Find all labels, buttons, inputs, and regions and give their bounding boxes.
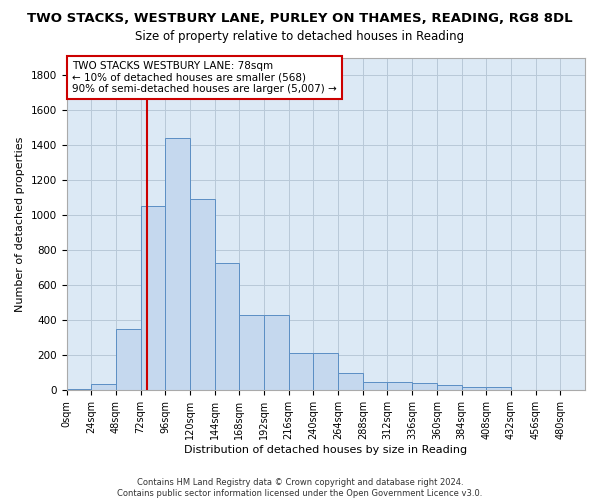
Bar xyxy=(461,387,486,390)
Bar xyxy=(239,315,264,390)
Bar xyxy=(215,262,239,390)
Bar xyxy=(313,353,338,391)
Bar xyxy=(437,385,461,390)
Bar xyxy=(190,200,215,390)
Bar xyxy=(388,382,412,390)
Bar xyxy=(412,384,437,390)
Bar xyxy=(338,373,363,390)
Bar xyxy=(67,388,91,390)
X-axis label: Distribution of detached houses by size in Reading: Distribution of detached houses by size … xyxy=(184,445,467,455)
Bar xyxy=(486,387,511,390)
Y-axis label: Number of detached properties: Number of detached properties xyxy=(15,136,25,312)
Bar xyxy=(363,382,388,390)
Text: TWO STACKS, WESTBURY LANE, PURLEY ON THAMES, READING, RG8 8DL: TWO STACKS, WESTBURY LANE, PURLEY ON THA… xyxy=(27,12,573,26)
Text: TWO STACKS WESTBURY LANE: 78sqm
← 10% of detached houses are smaller (568)
90% o: TWO STACKS WESTBURY LANE: 78sqm ← 10% of… xyxy=(72,61,337,94)
Bar xyxy=(91,384,116,390)
Text: Size of property relative to detached houses in Reading: Size of property relative to detached ho… xyxy=(136,30,464,43)
Bar xyxy=(165,138,190,390)
Bar xyxy=(140,206,165,390)
Bar xyxy=(289,353,313,391)
Bar xyxy=(116,329,140,390)
Text: Contains HM Land Registry data © Crown copyright and database right 2024.
Contai: Contains HM Land Registry data © Crown c… xyxy=(118,478,482,498)
Bar xyxy=(264,315,289,390)
